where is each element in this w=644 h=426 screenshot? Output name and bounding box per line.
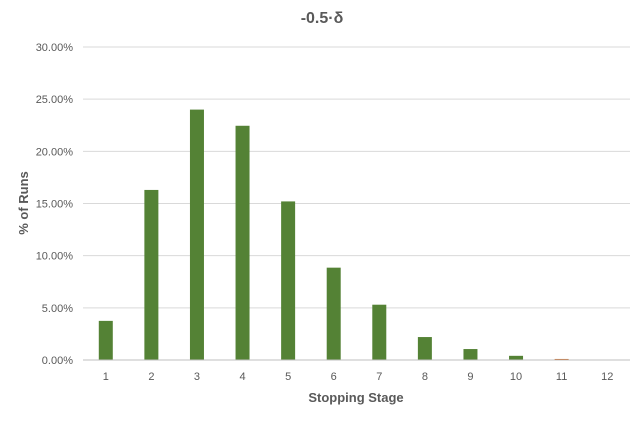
x-tick-label: 6 — [331, 371, 337, 383]
y-tick-label: 0.00% — [42, 355, 73, 367]
bar-stage-1 — [98, 320, 113, 360]
x-tick-label: 3 — [194, 371, 200, 383]
x-axis-label: Stopping Stage — [308, 390, 403, 405]
y-tick-label: 25.00% — [36, 94, 74, 106]
bar-stage-9 — [463, 349, 478, 360]
gridlines — [83, 46, 630, 309]
y-tick-label: 15.00% — [36, 199, 74, 211]
x-tick-label: 10 — [510, 371, 522, 383]
x-tick-label: 4 — [239, 371, 245, 383]
bar-stage-11 — [554, 358, 569, 360]
bar-stage-6 — [326, 267, 341, 360]
x-tick-label: 5 — [285, 371, 291, 383]
x-tick-label: 7 — [376, 371, 382, 383]
bar-stage-8 — [417, 337, 432, 360]
bar-stage-2 — [144, 189, 159, 360]
x-tick-label: 12 — [601, 371, 613, 383]
bar-stage-10 — [509, 355, 524, 360]
y-tick-label: 30.00% — [36, 42, 74, 54]
x-tick-label: 11 — [556, 371, 567, 383]
bars — [98, 109, 569, 360]
x-tick-label: 8 — [422, 371, 428, 383]
bar-stage-4 — [235, 125, 250, 360]
y-axis-label: % of Runs — [16, 171, 31, 235]
y-tick-label: 10.00% — [36, 251, 74, 263]
bar-stage-5 — [281, 201, 296, 360]
y-tick-label: 20.00% — [36, 146, 74, 158]
x-tick-label: 2 — [148, 371, 154, 383]
chart-title: -0.5·δ — [301, 10, 344, 27]
bar-stage-7 — [372, 304, 387, 360]
x-axis-ticks: 1 2 3 4 5 6 7 8 9 10 11 12 — [103, 371, 614, 383]
y-axis-ticks: 0.00% 5.00% 10.00% 15.00% 20.00% 25.00% 30.00% — [36, 42, 74, 367]
bar-stage-3 — [189, 109, 204, 360]
x-tick-label: 9 — [467, 371, 473, 383]
x-tick-label: 1 — [103, 371, 109, 383]
y-tick-label: 5.00% — [42, 303, 73, 315]
